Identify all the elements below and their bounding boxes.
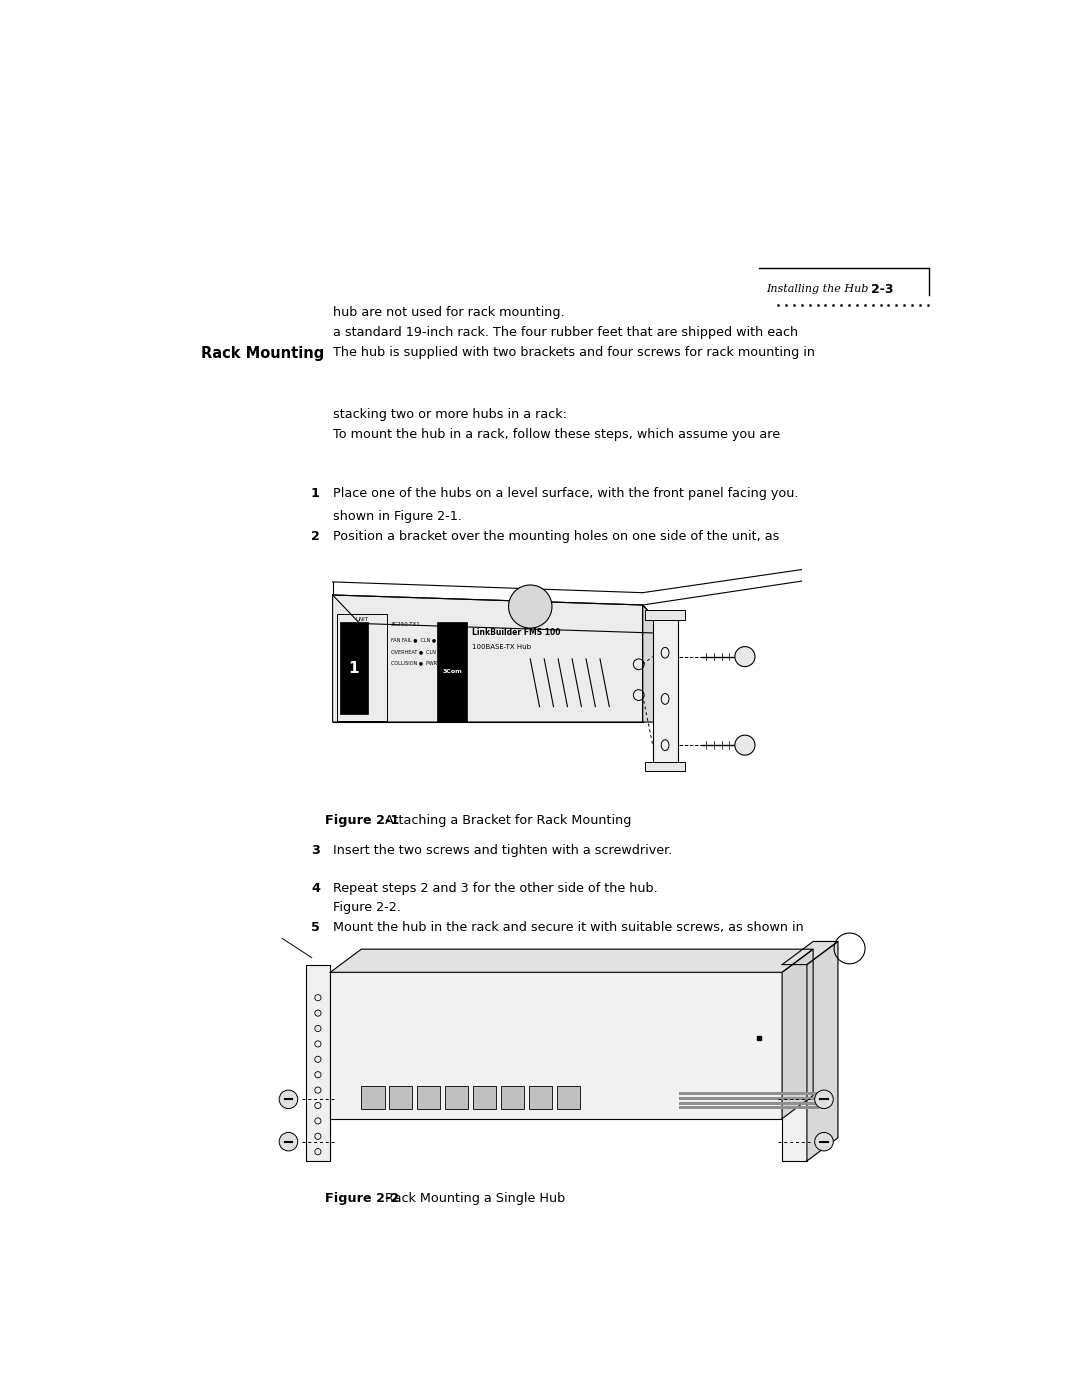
Text: OVERHEAT ●  CLN ●: OVERHEAT ● CLN ● [391, 648, 442, 654]
Bar [645, 763, 685, 771]
Bar [679, 1106, 819, 1109]
Bar [645, 610, 685, 620]
Bar [330, 972, 782, 1119]
Bar [417, 1087, 441, 1109]
Text: Installing the Hub: Installing the Hub [767, 285, 869, 295]
Text: 3Com: 3Com [442, 669, 462, 675]
Text: Figure 2-2.: Figure 2-2. [333, 901, 401, 914]
Text: Rack Mounting a Single Hub: Rack Mounting a Single Hub [386, 1192, 566, 1204]
Bar [679, 1097, 819, 1099]
Circle shape [509, 585, 552, 629]
Polygon shape [330, 949, 813, 972]
Text: FAN FAIL ●  CLN ●: FAN FAIL ● CLN ● [391, 637, 436, 643]
Text: 1: 1 [349, 661, 360, 676]
Text: 100BASE-TX Hub: 100BASE-TX Hub [472, 644, 531, 650]
Circle shape [279, 1090, 298, 1109]
Circle shape [734, 647, 755, 666]
Text: COLLISION ●  PWR ●: COLLISION ● PWR ● [391, 661, 443, 665]
Polygon shape [782, 942, 838, 964]
Text: hub are not used for rack mounting.: hub are not used for rack mounting. [333, 306, 564, 320]
Bar [340, 622, 367, 714]
Text: stacking two or more hubs in a rack:: stacking two or more hubs in a rack: [333, 408, 567, 420]
Bar [556, 1087, 580, 1109]
Polygon shape [333, 595, 670, 633]
Polygon shape [643, 605, 670, 722]
Text: 4: 4 [311, 882, 320, 895]
Text: Figure 2-1: Figure 2-1 [325, 814, 400, 827]
Bar [652, 616, 677, 767]
Bar [337, 615, 387, 721]
Text: 3C250-TX1: 3C250-TX1 [391, 622, 420, 627]
Circle shape [734, 735, 755, 756]
Text: To mount the hub in a rack, follow these steps, which assume you are: To mount the hub in a rack, follow these… [333, 427, 780, 441]
Bar [306, 964, 330, 1161]
Text: Attaching a Bracket for Rack Mounting: Attaching a Bracket for Rack Mounting [386, 814, 632, 827]
Text: LinkBuilder FMS 100: LinkBuilder FMS 100 [472, 629, 561, 637]
Bar [679, 1092, 819, 1095]
Circle shape [279, 1133, 298, 1151]
Bar [782, 964, 807, 1161]
Text: 3: 3 [311, 844, 320, 856]
Text: The hub is supplied with two brackets and four screws for rack mounting in: The hub is supplied with two brackets an… [333, 346, 814, 359]
Text: 1: 1 [311, 488, 320, 500]
Polygon shape [333, 595, 643, 722]
Text: 2-3: 2-3 [872, 282, 894, 296]
Polygon shape [807, 942, 838, 1161]
Text: 5: 5 [311, 921, 320, 933]
Text: a standard 19-inch rack. The four rubber feet that are shipped with each: a standard 19-inch rack. The four rubber… [333, 327, 798, 339]
Text: Rack Mounting: Rack Mounting [201, 346, 324, 362]
Bar [501, 1087, 524, 1109]
Bar [679, 1102, 819, 1105]
Bar [437, 622, 467, 722]
Text: shown in Figure 2-1.: shown in Figure 2-1. [333, 510, 461, 522]
Bar [389, 1087, 413, 1109]
Circle shape [814, 1133, 834, 1151]
Bar [473, 1087, 496, 1109]
Text: Position a bracket over the mounting holes on one side of the unit, as: Position a bracket over the mounting hol… [333, 529, 779, 542]
Text: UNIT: UNIT [355, 617, 368, 622]
Text: Mount the hub in the rack and secure it with suitable screws, as shown in: Mount the hub in the rack and secure it … [333, 921, 804, 933]
Text: 2: 2 [311, 529, 320, 542]
Text: Place one of the hubs on a level surface, with the front panel facing you.: Place one of the hubs on a level surface… [333, 488, 798, 500]
Bar [445, 1087, 469, 1109]
Circle shape [814, 1090, 834, 1109]
Bar [529, 1087, 552, 1109]
Polygon shape [782, 949, 813, 1119]
Text: Repeat steps 2 and 3 for the other side of the hub.: Repeat steps 2 and 3 for the other side … [333, 882, 658, 895]
Text: Insert the two screws and tighten with a screwdriver.: Insert the two screws and tighten with a… [333, 844, 672, 856]
Bar [362, 1087, 384, 1109]
Text: Figure 2-2: Figure 2-2 [325, 1192, 400, 1204]
